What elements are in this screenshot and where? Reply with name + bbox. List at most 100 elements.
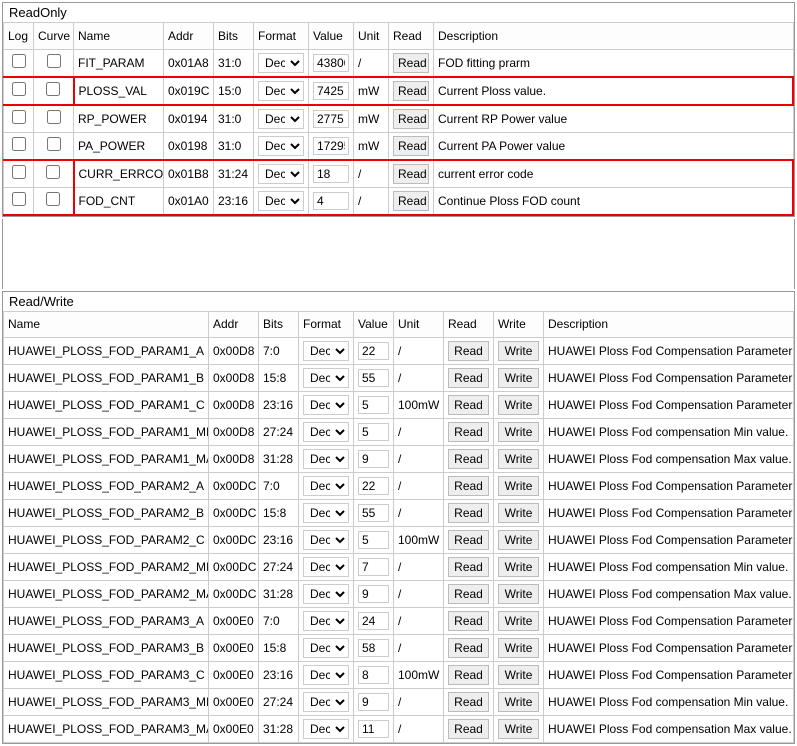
- read-button[interactable]: Read: [448, 584, 489, 604]
- write-button[interactable]: Write: [498, 611, 539, 631]
- read-button[interactable]: Read: [448, 503, 489, 523]
- value-input[interactable]: [313, 54, 349, 72]
- format-select[interactable]: Dec: [303, 719, 349, 739]
- format-select[interactable]: Dec: [303, 368, 349, 388]
- value-input[interactable]: [358, 531, 389, 549]
- read-button[interactable]: Read: [448, 368, 489, 388]
- log-checkbox[interactable]: [12, 137, 26, 151]
- log-checkbox[interactable]: [12, 192, 26, 206]
- read-button[interactable]: Read: [393, 81, 429, 101]
- cell-desc: HUAWEI Ploss Fod compensation Min value.: [544, 554, 794, 581]
- format-select[interactable]: Dec: [303, 449, 349, 469]
- format-select[interactable]: Dec: [258, 136, 304, 156]
- write-button[interactable]: Write: [498, 449, 539, 469]
- value-input[interactable]: [358, 612, 389, 630]
- read-button[interactable]: Read: [393, 109, 429, 129]
- log-checkbox[interactable]: [12, 82, 26, 96]
- value-input[interactable]: [313, 165, 349, 183]
- cell-bits: 15:8: [259, 500, 299, 527]
- write-button[interactable]: Write: [498, 692, 539, 712]
- value-input[interactable]: [313, 82, 349, 100]
- read-button[interactable]: Read: [448, 638, 489, 658]
- value-input[interactable]: [358, 342, 389, 360]
- write-button[interactable]: Write: [498, 665, 539, 685]
- read-button[interactable]: Read: [448, 422, 489, 442]
- format-select[interactable]: Dec: [303, 530, 349, 550]
- log-checkbox[interactable]: [12, 54, 26, 68]
- format-select[interactable]: Dec: [303, 638, 349, 658]
- value-input[interactable]: [313, 192, 349, 210]
- format-select[interactable]: Dec: [303, 611, 349, 631]
- value-input[interactable]: [358, 585, 389, 603]
- cell-bits: 7:0: [259, 473, 299, 500]
- read-button[interactable]: Read: [448, 476, 489, 496]
- cell-desc: HUAWEI Ploss Fod Compensation Parameter …: [544, 473, 794, 500]
- format-select[interactable]: Dec: [303, 692, 349, 712]
- value-input[interactable]: [358, 693, 389, 711]
- value-input[interactable]: [358, 369, 389, 387]
- value-input[interactable]: [358, 558, 389, 576]
- format-select[interactable]: Dec: [258, 164, 304, 184]
- curve-checkbox[interactable]: [47, 110, 61, 124]
- write-button[interactable]: Write: [498, 638, 539, 658]
- log-checkbox[interactable]: [12, 110, 26, 124]
- read-button[interactable]: Read: [393, 136, 429, 156]
- write-button[interactable]: Write: [498, 503, 539, 523]
- cell-addr: 0x00DC: [209, 554, 259, 581]
- read-button[interactable]: Read: [393, 53, 429, 73]
- cell-desc: HUAWEI Ploss Fod Compensation Parameter …: [544, 500, 794, 527]
- format-select[interactable]: Dec: [303, 422, 349, 442]
- cell-unit: /: [394, 338, 444, 365]
- read-button[interactable]: Read: [393, 164, 429, 184]
- format-select[interactable]: Dec: [303, 503, 349, 523]
- read-button[interactable]: Read: [448, 449, 489, 469]
- write-button[interactable]: Write: [498, 422, 539, 442]
- write-button[interactable]: Write: [498, 719, 539, 739]
- value-input[interactable]: [358, 639, 389, 657]
- value-input[interactable]: [358, 504, 389, 522]
- format-select[interactable]: Dec: [303, 665, 349, 685]
- format-select[interactable]: Dec: [258, 191, 304, 211]
- log-checkbox[interactable]: [12, 165, 26, 179]
- value-input[interactable]: [358, 396, 389, 414]
- write-button[interactable]: Write: [498, 584, 539, 604]
- value-input[interactable]: [313, 137, 349, 155]
- value-input[interactable]: [358, 477, 389, 495]
- cell-name: HUAWEI_PLOSS_FOD_PARAM2_MAX: [4, 581, 209, 608]
- read-button[interactable]: Read: [448, 395, 489, 415]
- format-select[interactable]: Dec: [303, 557, 349, 577]
- write-button[interactable]: Write: [498, 341, 539, 361]
- format-select[interactable]: Dec: [303, 476, 349, 496]
- format-select[interactable]: Dec: [303, 395, 349, 415]
- write-button[interactable]: Write: [498, 557, 539, 577]
- read-button[interactable]: Read: [448, 665, 489, 685]
- curve-checkbox[interactable]: [47, 137, 61, 151]
- format-select[interactable]: Dec: [303, 584, 349, 604]
- read-button[interactable]: Read: [393, 191, 429, 211]
- value-input[interactable]: [358, 720, 389, 738]
- read-button[interactable]: Read: [448, 692, 489, 712]
- write-button[interactable]: Write: [498, 476, 539, 496]
- write-button[interactable]: Write: [498, 368, 539, 388]
- readwrite-row: HUAWEI_PLOSS_FOD_PARAM3_B0x00E015:8Dec/R…: [4, 635, 794, 662]
- read-button[interactable]: Read: [448, 341, 489, 361]
- value-input[interactable]: [313, 110, 349, 128]
- format-select[interactable]: Dec: [258, 53, 304, 73]
- curve-checkbox[interactable]: [47, 54, 61, 68]
- write-button[interactable]: Write: [498, 530, 539, 550]
- curve-checkbox[interactable]: [46, 82, 60, 96]
- curve-checkbox[interactable]: [46, 165, 60, 179]
- value-input[interactable]: [358, 450, 389, 468]
- read-button[interactable]: Read: [448, 557, 489, 577]
- format-select[interactable]: Dec: [258, 109, 304, 129]
- write-button[interactable]: Write: [498, 395, 539, 415]
- read-button[interactable]: Read: [448, 611, 489, 631]
- value-input[interactable]: [358, 423, 389, 441]
- format-select[interactable]: Dec: [258, 81, 304, 101]
- read-button[interactable]: Read: [448, 530, 489, 550]
- cell-name: HUAWEI_PLOSS_FOD_PARAM2_B: [4, 500, 209, 527]
- curve-checkbox[interactable]: [46, 192, 60, 206]
- format-select[interactable]: Dec: [303, 341, 349, 361]
- value-input[interactable]: [358, 666, 389, 684]
- read-button[interactable]: Read: [448, 719, 489, 739]
